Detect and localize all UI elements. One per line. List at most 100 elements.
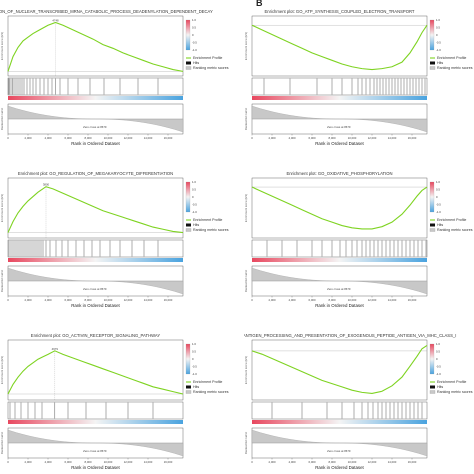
- legend-profile-label: Enrichment Profile: [437, 56, 466, 60]
- colorbar-tick-label: -1.0: [192, 372, 197, 376]
- colorbar-tick-label: -0.5: [436, 203, 441, 207]
- x-tick-label: 6,000: [65, 298, 72, 302]
- x-tick-label: 4,000: [289, 136, 296, 140]
- colorbar-tick-label: -0.5: [192, 41, 197, 45]
- y-axis-label-es: Enrichment score (ES): [244, 356, 248, 384]
- peak-label: 4679: [52, 347, 59, 351]
- colorbar-tick-label: 0.5: [192, 188, 196, 192]
- y-axis-label-rank: Ranked list metric: [244, 269, 248, 292]
- x-tick-label: 0: [251, 298, 253, 302]
- x-tick-label: 0: [7, 460, 9, 464]
- colorbar-tick-label: 0.5: [192, 26, 196, 30]
- hits-strip-frame: [251, 401, 428, 420]
- colorbar: [185, 343, 191, 375]
- x-tick-label: 4,000: [45, 136, 52, 140]
- zero-cross-label: Zero cross at 8679: [327, 449, 351, 453]
- enrichment-profile-line: [7, 186, 184, 234]
- x-axis-label: Rank in Ordered Dataset: [71, 141, 120, 146]
- legend-hits-label: Hits: [193, 223, 199, 227]
- enrichment-profile-line: [251, 344, 428, 395]
- chart-title: REGULATION_OF_NUCLEAR_TRANSCRIBED_MRNA_C…: [0, 9, 213, 14]
- y-axis-label-es: Enrichment score (ES): [0, 32, 4, 60]
- gsea-chart-svg: t plot: GO_ANTIGEN_PROCESSING_AND_PRESEN…: [244, 333, 473, 470]
- enrichment-profile-line: [251, 186, 428, 230]
- chart-title: Enrichment plot: GO_ATP_SYNTHESIS_COUPLE…: [265, 9, 415, 14]
- y-axis-label-rank: Ranked list metric: [244, 107, 248, 130]
- legend-ranking-swatch: [185, 66, 192, 70]
- gsea-panel-b1: Enrichment plot: GO_ATP_SYNTHESIS_COUPLE…: [244, 0, 474, 150]
- x-tick-label: 6,000: [309, 460, 316, 464]
- x-tick-label: 4,000: [45, 460, 52, 464]
- x-tick-label: 14,000: [144, 298, 153, 302]
- es-plot-frame: [251, 339, 428, 401]
- es-plot-frame: [7, 177, 184, 239]
- x-tick-label: 6,000: [309, 136, 316, 140]
- hits-strip-frame: [7, 239, 184, 258]
- peak-label: 4748: [52, 18, 59, 22]
- gsea-chart-svg: Enrichment plot: GO_REGULATION_OF_MEGAKA…: [0, 171, 229, 308]
- x-axis-label: Rank in Ordered Dataset: [315, 303, 364, 308]
- legend-profile-label: Enrichment Profile: [193, 380, 222, 384]
- gsea-panel-b3: t plot: GO_ANTIGEN_PROCESSING_AND_PRESEN…: [244, 324, 474, 474]
- x-tick-label: 14,000: [144, 460, 153, 464]
- x-tick-label: 0: [7, 298, 9, 302]
- colorbar-tick-label: 0: [192, 195, 194, 199]
- x-tick-label: 12,000: [124, 460, 133, 464]
- legend-ranking-label: Ranking metric scores: [437, 390, 473, 394]
- gsea-chart-svg: Enrichment plot: GO_ATP_SYNTHESIS_COUPLE…: [244, 9, 473, 146]
- colorbar: [429, 343, 435, 375]
- x-tick-label: 4,000: [289, 298, 296, 302]
- x-tick-label: 8,000: [329, 136, 336, 140]
- x-axis-label: Rank in Ordered Dataset: [315, 141, 364, 146]
- x-tick-label: 0: [251, 136, 253, 140]
- colorbar: [429, 181, 435, 213]
- colorbar-tick-label: -1.0: [436, 210, 441, 214]
- x-tick-label: 2,000: [269, 298, 276, 302]
- y-axis-label-es: Enrichment score (ES): [244, 32, 248, 60]
- x-tick-label: 14,000: [388, 460, 397, 464]
- colorbar: [429, 19, 435, 51]
- x-tick-label: 14,000: [388, 298, 397, 302]
- es-plot-frame: [7, 339, 184, 401]
- colorbar-tick-label: 0.5: [192, 350, 196, 354]
- legend-profile-label: Enrichment Profile: [193, 56, 222, 60]
- legend-ranking-label: Ranking metric scores: [193, 228, 229, 232]
- x-tick-label: 8,000: [85, 298, 92, 302]
- colorbar-tick-label: -0.5: [192, 203, 197, 207]
- legend-ranking-swatch: [429, 228, 436, 232]
- chart-title: Enrichment plot: GO_REGULATION_OF_MEGAKA…: [18, 171, 173, 176]
- x-tick-label: 12,000: [368, 460, 377, 464]
- colorbar-tick-label: 0: [436, 357, 438, 361]
- colorbar-tick-label: 0: [192, 357, 194, 361]
- colorbar-tick-label: 1.0: [192, 342, 196, 346]
- legend-hits-label: Hits: [193, 385, 199, 389]
- legend-ranking-label: Ranking metric scores: [437, 228, 473, 232]
- x-tick-label: 16,000: [408, 460, 417, 464]
- hits-strip-frame: [251, 239, 428, 258]
- gsea-chart-svg: REGULATION_OF_NUCLEAR_TRANSCRIBED_MRNA_C…: [0, 9, 229, 146]
- hits-strip-frame: [7, 77, 184, 96]
- es-plot-frame: [251, 15, 428, 77]
- x-tick-label: 8,000: [329, 298, 336, 302]
- zero-cross-label: Zero cross at 8679: [327, 287, 351, 291]
- legend-profile-label: Enrichment Profile: [437, 380, 466, 384]
- legend-hits-swatch: [430, 223, 435, 227]
- x-tick-label: 6,000: [309, 298, 316, 302]
- colorbar-tick-label: -1.0: [192, 48, 197, 52]
- legend-ranking-swatch: [185, 228, 192, 232]
- colorbar-tick-label: 1.0: [436, 342, 440, 346]
- x-tick-label: 16,000: [408, 136, 417, 140]
- legend-hits-swatch: [186, 385, 191, 389]
- y-axis-label-rank: Ranked list metric: [0, 107, 4, 130]
- legend-ranking-label: Ranking metric scores: [193, 390, 229, 394]
- colorbar-tick-label: -0.5: [436, 41, 441, 45]
- ranking-heat-bar: [252, 96, 427, 100]
- colorbar-tick-label: -1.0: [436, 48, 441, 52]
- x-tick-label: 10,000: [104, 460, 113, 464]
- legend-hits-swatch: [430, 61, 435, 65]
- ranking-heat-bar: [252, 420, 427, 424]
- zero-cross-label: Zero cross at 8679: [83, 287, 107, 291]
- legend-hits-label: Hits: [193, 61, 199, 65]
- colorbar-tick-label: 1.0: [192, 180, 196, 184]
- peak-label: 3800: [43, 183, 50, 187]
